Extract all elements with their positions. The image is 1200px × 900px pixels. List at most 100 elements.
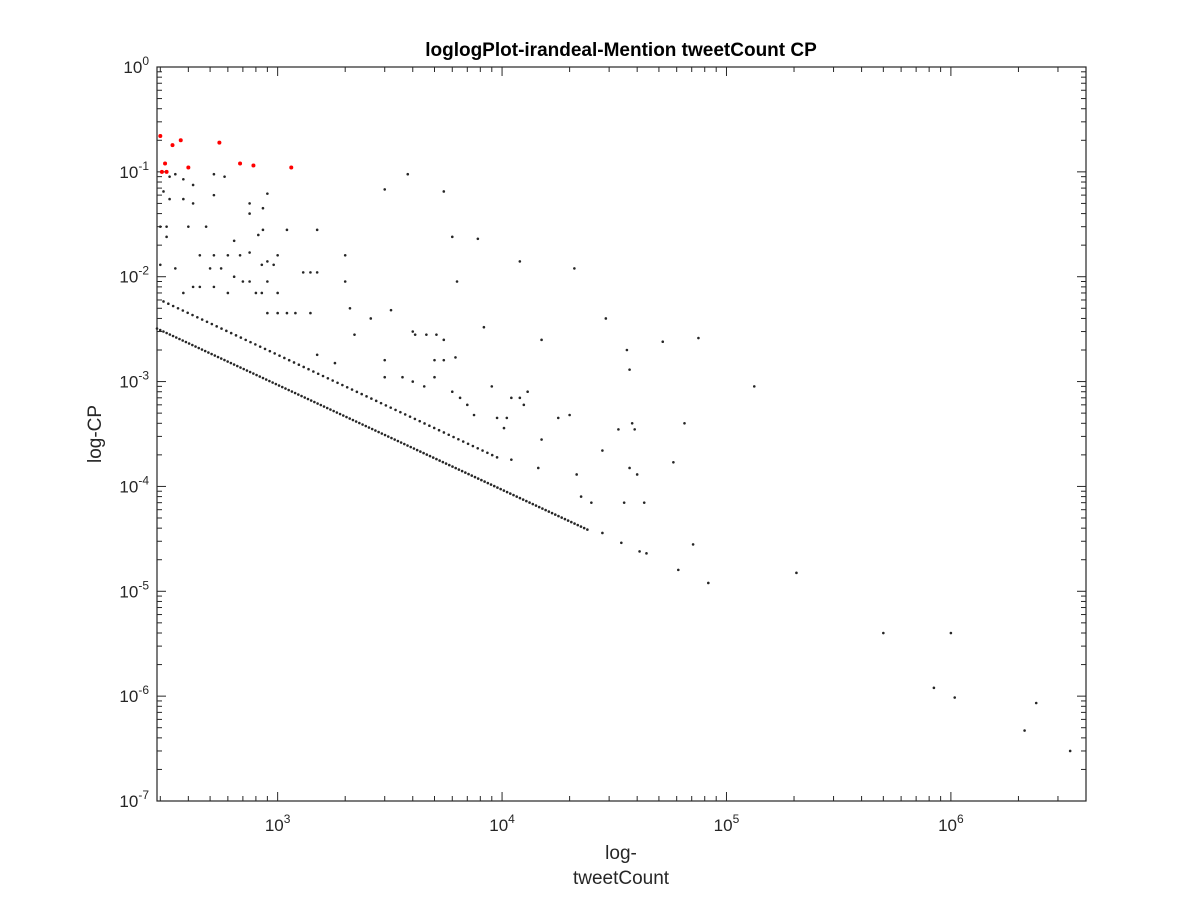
data-point [229, 331, 233, 335]
data-point [377, 430, 380, 434]
data-point [168, 175, 171, 178]
data-point [266, 260, 269, 263]
data-point [518, 260, 522, 263]
data-point [370, 427, 374, 431]
data-point [287, 358, 291, 362]
data-point [158, 328, 162, 332]
data-point [638, 550, 641, 553]
data-point [490, 453, 494, 457]
data-point [187, 342, 191, 345]
data-point [465, 403, 469, 407]
data-point [343, 254, 347, 257]
data-point [442, 338, 446, 342]
data-point [550, 511, 554, 515]
data-point [261, 228, 265, 232]
data-point [165, 225, 168, 228]
data-point [406, 172, 410, 176]
data-point [579, 525, 583, 528]
data-point [492, 484, 496, 488]
data-point [510, 458, 513, 461]
data-point [932, 686, 936, 690]
data-point [586, 528, 589, 531]
data-point [630, 421, 634, 425]
data-point [522, 403, 526, 407]
data-point [949, 631, 953, 635]
data-point [536, 466, 540, 470]
data-point [515, 495, 519, 498]
x-tick-label: 106 [938, 812, 964, 835]
data-point [547, 510, 551, 513]
data-point [411, 380, 415, 383]
data-point [266, 311, 269, 315]
data-point [307, 367, 310, 371]
data-point [223, 175, 226, 178]
data-point [159, 263, 162, 267]
data-point [383, 188, 387, 191]
data-points [155, 133, 1072, 753]
data-point [254, 291, 258, 295]
data-point [300, 394, 303, 398]
data-point [437, 428, 441, 432]
data-point [432, 426, 436, 430]
highlight-data-point [164, 169, 169, 174]
data-point [276, 291, 279, 295]
data-point [399, 441, 403, 444]
data-point [254, 343, 257, 346]
data-point [411, 330, 415, 333]
data-point [215, 325, 218, 328]
data-point [403, 442, 406, 446]
data-point [413, 333, 417, 336]
data-point [213, 354, 217, 357]
data-point [220, 327, 223, 330]
data-point [403, 413, 407, 416]
data-point [383, 358, 387, 362]
data-point [454, 356, 457, 359]
data-point [248, 280, 251, 283]
data-point [531, 502, 535, 506]
data-point [365, 395, 368, 398]
data-point [268, 349, 272, 353]
plot-area [155, 66, 1087, 802]
data-point [360, 392, 364, 396]
data-point [557, 514, 560, 518]
data-point [244, 338, 247, 342]
data-point [181, 309, 185, 312]
highlight-data-point [170, 143, 175, 148]
highlight-data-point [159, 169, 164, 174]
data-point [238, 254, 242, 257]
data-point [200, 348, 204, 351]
data-point [208, 267, 212, 270]
data-point [953, 696, 957, 699]
data-point [212, 285, 216, 289]
data-point [350, 388, 354, 391]
data-point [329, 408, 332, 411]
data-point [425, 453, 429, 456]
data-point [203, 349, 207, 353]
data-point [795, 571, 798, 575]
data-point [601, 531, 604, 535]
data-point [232, 275, 236, 279]
data-point [278, 354, 281, 357]
highlight-data-point [251, 163, 256, 168]
data-point [628, 466, 631, 470]
data-point [242, 367, 246, 371]
data-point [226, 254, 230, 257]
data-point [204, 225, 208, 228]
data-point [442, 190, 446, 193]
data-point [226, 291, 230, 295]
data-point [483, 480, 486, 483]
data-point [280, 385, 284, 389]
data-point [450, 235, 454, 239]
data-point [276, 254, 279, 257]
data-point [294, 311, 297, 315]
data-point [509, 492, 512, 495]
data-point [285, 311, 289, 315]
data-point [348, 417, 352, 420]
data-point [155, 327, 159, 330]
data-point [566, 519, 570, 522]
data-point [216, 355, 220, 359]
data-point [633, 428, 637, 431]
data-point [454, 466, 458, 470]
data-point [451, 465, 454, 468]
data-point [271, 381, 274, 384]
